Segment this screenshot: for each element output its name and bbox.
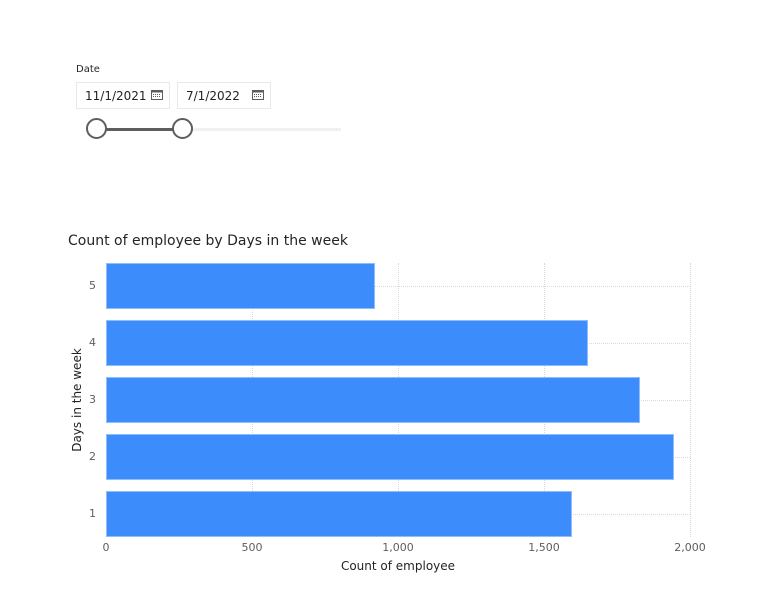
- start-date-value: 11/1/2021: [85, 89, 147, 103]
- x-tick: 2,000: [674, 541, 706, 554]
- date-slicer: Date 11/1/2021 7/1/2022: [76, 62, 346, 152]
- bar-day-3[interactable]: [106, 377, 641, 423]
- range-slider-fill: [97, 128, 183, 131]
- bar-day-4[interactable]: [106, 320, 589, 366]
- y-tick: 3: [89, 393, 96, 406]
- chart-title: Count of employee by Days in the week: [68, 233, 348, 249]
- x-tick: 500: [241, 541, 263, 554]
- slicer-label: Date: [76, 64, 100, 75]
- bar-day-5[interactable]: [106, 263, 375, 309]
- y-tick: 4: [89, 336, 96, 349]
- y-tick: 5: [89, 279, 96, 292]
- y-tick: 1: [89, 507, 96, 520]
- bar-day-1[interactable]: [106, 491, 573, 537]
- plot-area: [106, 263, 691, 537]
- range-start-handle[interactable]: [86, 118, 107, 139]
- x-tick: 1,000: [382, 541, 414, 554]
- calendar-icon[interactable]: [151, 89, 163, 100]
- y-tick: 2: [89, 450, 96, 463]
- gridline: [106, 286, 690, 287]
- x-axis-title: Count of employee: [340, 559, 456, 573]
- calendar-icon[interactable]: [252, 89, 264, 100]
- x-tick: 1,500: [528, 541, 560, 554]
- range-slider-track[interactable]: [97, 128, 341, 131]
- x-tick: 0: [102, 541, 110, 554]
- end-date-input[interactable]: 7/1/2022: [177, 82, 271, 109]
- start-date-input[interactable]: 11/1/2021: [76, 82, 170, 109]
- bar-day-2[interactable]: [106, 434, 674, 480]
- range-end-handle[interactable]: [172, 118, 193, 139]
- end-date-value: 7/1/2022: [186, 89, 240, 103]
- gridline: [690, 263, 691, 537]
